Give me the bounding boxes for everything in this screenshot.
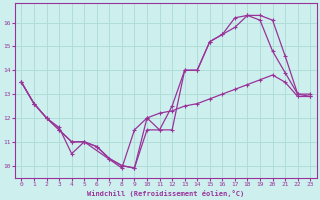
X-axis label: Windchill (Refroidissement éolien,°C): Windchill (Refroidissement éolien,°C)	[87, 190, 244, 197]
